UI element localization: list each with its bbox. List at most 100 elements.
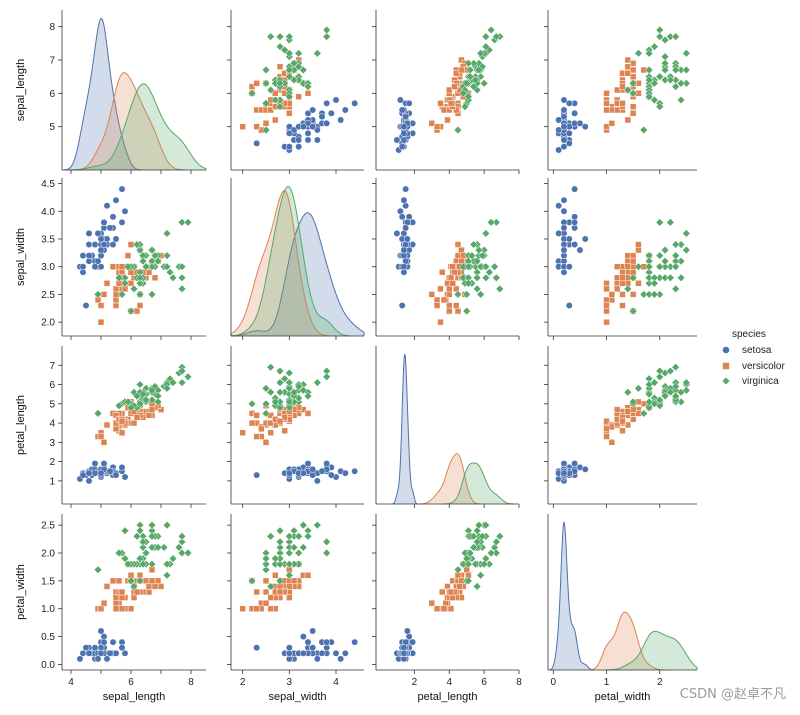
point-versicolor xyxy=(145,269,153,276)
point-setosa xyxy=(97,235,105,243)
scatter-virginica-petal_width-vs-petal_length xyxy=(453,520,504,591)
point-virginica xyxy=(660,59,670,68)
point-versicolor xyxy=(437,318,444,326)
legend-title: species xyxy=(732,329,766,340)
point-versicolor xyxy=(253,433,260,440)
scatter-virginica-petal_length-vs-sepal_width xyxy=(247,363,331,418)
point-setosa xyxy=(571,119,579,127)
point-virginica xyxy=(183,548,193,558)
point-versicolor xyxy=(440,296,448,304)
point-virginica xyxy=(655,102,664,111)
point-versicolor xyxy=(619,83,626,90)
point-virginica xyxy=(294,532,303,541)
point-setosa xyxy=(565,99,573,107)
panel-petal_width-vs-sepal_length: 4 6 8 sepal_length 0.0 0.5 1.0 1.5 2.0 2.5 petal_w… xyxy=(15,514,206,703)
x-tick-label-petal_length: 4 xyxy=(446,677,452,688)
point-setosa xyxy=(400,196,408,204)
point-setosa xyxy=(304,109,312,117)
point-setosa xyxy=(341,649,349,657)
legend-label-setosa: setosa xyxy=(742,345,772,356)
point-setosa xyxy=(318,113,326,121)
point-virginica xyxy=(655,251,664,260)
point-versicolor xyxy=(433,296,441,304)
point-versicolor xyxy=(130,594,138,601)
point-virginica xyxy=(666,388,675,397)
point-setosa xyxy=(290,126,298,134)
point-setosa xyxy=(581,465,589,473)
point-setosa xyxy=(299,649,307,657)
point-versicolor xyxy=(267,605,274,612)
point-versicolor xyxy=(603,106,610,114)
point-setosa xyxy=(560,246,568,254)
point-virginica xyxy=(481,229,491,238)
point-versicolor xyxy=(428,291,436,298)
point-versicolor xyxy=(608,439,616,446)
x-axis-label-petal_length: petal_length xyxy=(418,691,478,703)
point-virginica xyxy=(168,273,178,282)
point-setosa xyxy=(309,627,317,635)
point-virginica xyxy=(271,554,280,563)
point-versicolor xyxy=(239,429,246,436)
scatter-versicolor-petal_width-vs-sepal_width xyxy=(239,560,312,612)
point-virginica xyxy=(628,79,638,88)
point-setosa xyxy=(91,460,99,467)
point-versicolor xyxy=(253,412,260,419)
point-virginica xyxy=(168,554,178,563)
point-virginica xyxy=(472,582,482,591)
point-virginica xyxy=(660,35,670,45)
kde-fill-virginica-petal_length xyxy=(443,462,515,504)
point-virginica xyxy=(135,279,145,288)
point-setosa xyxy=(313,136,321,144)
point-virginica xyxy=(671,391,680,401)
point-setosa xyxy=(121,473,129,481)
point-versicolor xyxy=(103,583,111,590)
point-versicolor xyxy=(97,318,105,326)
point-setosa xyxy=(323,99,331,107)
point-virginica xyxy=(644,75,654,85)
panel-sepal_length-vs-petal_width xyxy=(544,10,697,174)
point-virginica xyxy=(495,532,504,541)
y-tick-label-sepal_width: 2.0 xyxy=(41,318,55,329)
point-setosa xyxy=(91,263,99,271)
kde-line-setosa-sepal_length xyxy=(63,18,142,171)
point-virginica xyxy=(650,95,659,105)
point-versicolor xyxy=(133,414,141,421)
point-versicolor xyxy=(157,583,165,590)
point-virginica xyxy=(147,395,157,405)
point-virginica xyxy=(266,388,275,397)
point-versicolor xyxy=(603,307,610,315)
point-setosa xyxy=(403,627,411,635)
point-setosa xyxy=(82,302,90,309)
point-virginica xyxy=(634,384,643,393)
point-versicolor xyxy=(629,110,637,117)
point-versicolor xyxy=(433,605,441,612)
point-versicolor xyxy=(629,66,637,74)
point-versicolor xyxy=(624,408,632,415)
point-setosa xyxy=(565,129,573,137)
point-versicolor xyxy=(603,296,610,304)
kde-fill-setosa-petal_length xyxy=(392,354,418,504)
scatter-virginica-petal_length-vs-petal_width xyxy=(623,363,691,418)
point-setosa xyxy=(121,207,129,215)
point-setosa xyxy=(79,649,87,657)
point-virginica xyxy=(147,559,157,569)
point-setosa xyxy=(85,252,93,260)
point-versicolor xyxy=(272,116,279,124)
point-virginica xyxy=(655,72,664,81)
point-setosa xyxy=(285,129,293,137)
point-virginica xyxy=(481,262,491,271)
point-virginica xyxy=(471,75,480,85)
point-virginica xyxy=(453,290,463,299)
point-virginica xyxy=(650,42,659,51)
point-virginica xyxy=(126,403,136,412)
point-versicolor xyxy=(452,70,460,77)
point-virginica xyxy=(135,576,145,586)
point-virginica xyxy=(261,409,271,418)
scatter-virginica-sepal_width-vs-petal_width xyxy=(623,218,691,316)
point-versicolor xyxy=(608,291,616,298)
point-versicolor xyxy=(127,605,135,612)
point-virginica xyxy=(138,537,148,547)
point-virginica xyxy=(275,526,285,535)
point-versicolor xyxy=(440,605,448,612)
point-virginica xyxy=(261,384,271,393)
